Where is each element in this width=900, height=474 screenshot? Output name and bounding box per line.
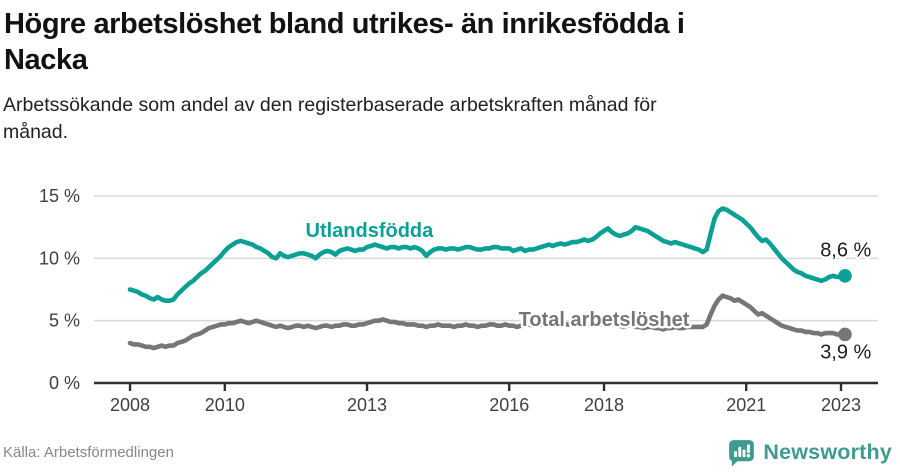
chart-subtitle: Arbetssökande som andel av den registerb… bbox=[3, 94, 657, 143]
brand-logo: Newsworthy bbox=[727, 438, 892, 467]
y-tick-label: 0 % bbox=[49, 373, 80, 393]
speech-bubble-bar-chart-icon bbox=[729, 439, 755, 467]
chart-annotation: 8,6 % bbox=[820, 240, 871, 262]
x-tick-label: 2016 bbox=[489, 395, 529, 415]
x-tick-label: 2021 bbox=[726, 395, 766, 415]
x-tick-label: 2023 bbox=[821, 395, 861, 415]
series-line-utlandsf-dda bbox=[127, 206, 848, 303]
y-tick-label: 15 % bbox=[39, 186, 80, 206]
chart-annotation: Total arbetslöshet bbox=[519, 309, 690, 331]
y-tick-label: 5 % bbox=[49, 311, 80, 331]
series-end-dot bbox=[838, 327, 852, 342]
chart-annotation: 3,9 % bbox=[820, 341, 871, 363]
brand-wordmark: Newsworthy bbox=[763, 439, 892, 464]
footer: Källa: Arbetsförmedlingen Newsworthy bbox=[0, 436, 900, 468]
chart-title: Högre arbetslöshet bland utrikes- än inr… bbox=[4, 8, 685, 76]
x-tick-label: 2010 bbox=[205, 395, 245, 415]
x-tick-label: 2008 bbox=[110, 395, 150, 415]
x-tick-label: 2013 bbox=[347, 395, 387, 415]
series-line-total-arbetsl-shet bbox=[127, 293, 848, 351]
source-note: Källa: Arbetsförmedlingen bbox=[3, 443, 174, 461]
x-tick-label: 2018 bbox=[584, 395, 624, 415]
chart-annotation: Utlandsfödda bbox=[306, 220, 435, 242]
series-end-dot bbox=[838, 268, 852, 283]
y-tick-label: 10 % bbox=[39, 248, 80, 268]
